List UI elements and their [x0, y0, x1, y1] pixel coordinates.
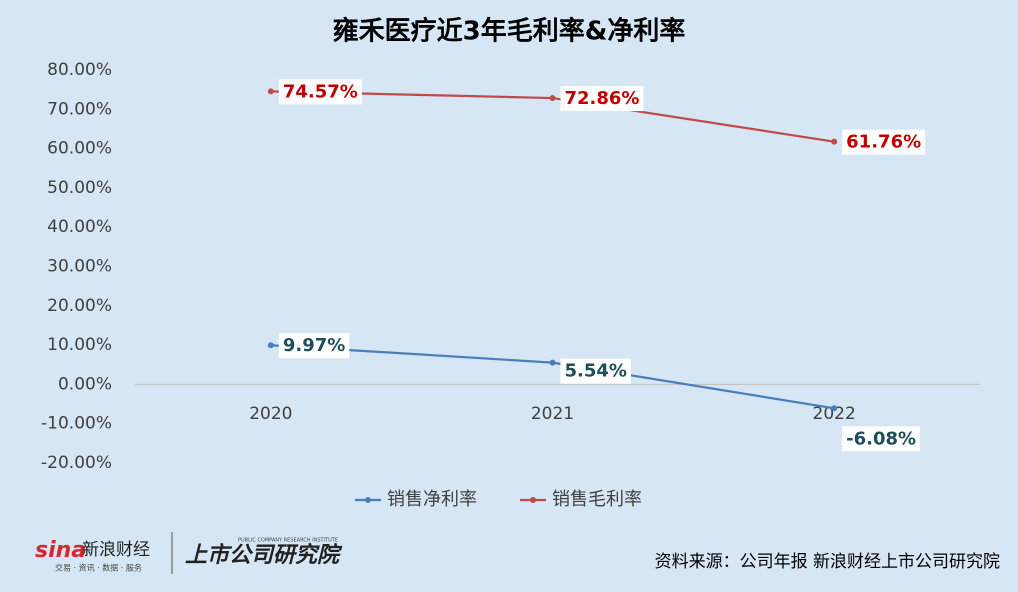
logo-institute: 上市公司研究院 — [185, 542, 343, 568]
y-tick-label: -20.00% — [41, 453, 112, 473]
series-line — [270, 344, 835, 410]
y-tick-label: 20.00% — [47, 296, 112, 316]
x-tick-label: 2022 — [813, 404, 856, 424]
y-tick-label: 60.00% — [47, 139, 112, 159]
data-label-text: 72.86% — [565, 88, 640, 109]
x-tick-label: 2020 — [249, 404, 292, 424]
x-tick-label: 2021 — [531, 404, 574, 424]
data-point — [831, 138, 838, 145]
chart-title: 雍禾医疗近3年毛利率&净利率 — [333, 16, 686, 47]
data-label-box — [842, 426, 921, 452]
y-tick-label: 50.00% — [47, 178, 112, 198]
data-point — [549, 359, 556, 366]
data-label: 72.86% — [560, 86, 644, 112]
y-tick-label: 40.00% — [47, 217, 112, 237]
data-label: -6.08% — [842, 426, 921, 452]
y-tick-label: -10.00% — [41, 414, 112, 434]
data-label-text: -6.08% — [846, 428, 916, 449]
y-tick-label: 30.00% — [47, 257, 112, 277]
source-note: 资料来源：公司年报 新浪财经上市公司研究院 — [655, 552, 1000, 572]
data-label-box — [278, 79, 362, 105]
legend-label: 销售净利率 — [387, 489, 477, 510]
data-point — [267, 342, 274, 349]
data-label-text: 9.97% — [283, 335, 345, 356]
y-tick-label: 80.00% — [47, 60, 112, 80]
logo-tagline: 交易 · 资讯 · 数据 · 服务 — [55, 563, 142, 573]
legend-marker — [530, 497, 536, 503]
data-label-box — [278, 333, 350, 359]
data-label: 9.97% — [278, 333, 350, 359]
logo-sina: sina — [35, 538, 86, 563]
y-tick-label: 70.00% — [47, 99, 112, 119]
data-label-box — [560, 86, 644, 112]
data-point — [549, 95, 556, 102]
y-tick-label: 0.00% — [58, 374, 112, 394]
legend-marker — [365, 497, 371, 503]
data-point — [267, 88, 274, 95]
data-point — [831, 405, 838, 412]
data-label-text: 74.57% — [283, 81, 358, 102]
data-label: 5.54% — [560, 358, 631, 384]
y-tick-label: 10.00% — [47, 335, 112, 355]
logo-institute-en: PUBLIC COMPANY RESEARCH INSTITUTE — [238, 538, 338, 544]
logo-name: 新浪财经 — [82, 540, 150, 560]
data-label-text: 5.54% — [565, 361, 627, 382]
data-label: 74.57% — [278, 79, 362, 105]
data-label-text: 61.76% — [846, 132, 921, 153]
data-label-box — [560, 358, 631, 384]
data-label-box — [842, 129, 926, 155]
legend-label: 销售毛利率 — [552, 489, 642, 510]
data-label: 61.76% — [842, 129, 926, 155]
